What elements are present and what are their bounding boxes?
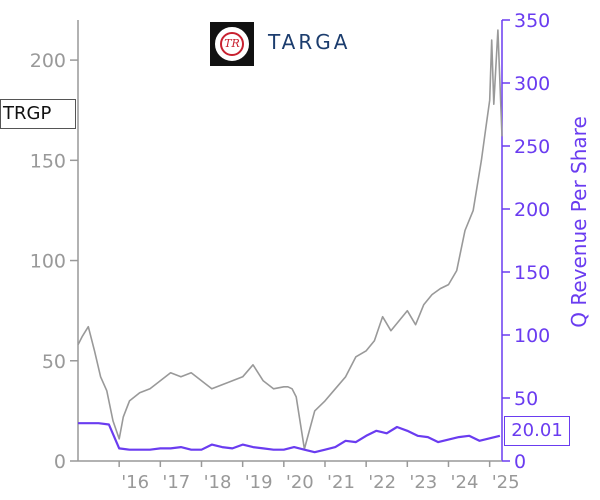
left-axis: 0 50 100 150 200 — [30, 20, 79, 473]
series-layer — [77, 29, 503, 454]
right-tick-label: 100 — [514, 325, 550, 347]
logo-wordmark: TARGA — [268, 30, 351, 54]
left-tick-label: 200 — [30, 50, 66, 72]
x-tick-label: '24 — [451, 472, 479, 493]
x-tick-label: '25 — [492, 472, 520, 493]
logo-ring-icon: TR — [215, 27, 249, 61]
x-tick-label: '21 — [327, 472, 355, 493]
left-tick-label: 50 — [42, 351, 66, 373]
last-value-label: 20.01 — [504, 416, 570, 446]
ticker-label: TRGP — [0, 99, 76, 129]
x-tick-label: '17 — [162, 472, 190, 493]
right-tick-label: 0 — [514, 451, 526, 473]
right-tick-label: 200 — [514, 199, 550, 221]
x-tick-label: '18 — [204, 472, 232, 493]
right-tick-label: 150 — [514, 262, 550, 284]
right-tick-label: 350 — [514, 10, 550, 32]
left-tick-label: 100 — [30, 251, 66, 273]
logo-badge: TR — [210, 22, 254, 66]
right-axis-label: Q Revenue Per Share — [567, 116, 591, 328]
right-tick-label: 250 — [514, 136, 550, 158]
price-line — [77, 29, 503, 450]
left-tick-label: 150 — [30, 150, 66, 172]
x-tick-label: '16 — [121, 472, 149, 493]
revenue-per-share-line — [78, 422, 501, 454]
right-axis: 0 50 100 150 200 250 300 350 — [501, 10, 550, 473]
company-logo: TR TARGA — [210, 22, 380, 68]
x-tick-label: '19 — [245, 472, 273, 493]
x-tick-label: '23 — [409, 472, 437, 493]
x-tick-label: '20 — [286, 472, 314, 493]
x-tick-label: '22 — [368, 472, 396, 493]
right-tick-label: 50 — [514, 388, 538, 410]
x-axis: '16 '17 '18 '19 '20 '21 '22 '23 '24 '25 — [78, 460, 520, 493]
right-tick-label: 300 — [514, 73, 550, 95]
logo-monogram: TR — [220, 32, 244, 56]
left-tick-label: 0 — [54, 451, 66, 473]
